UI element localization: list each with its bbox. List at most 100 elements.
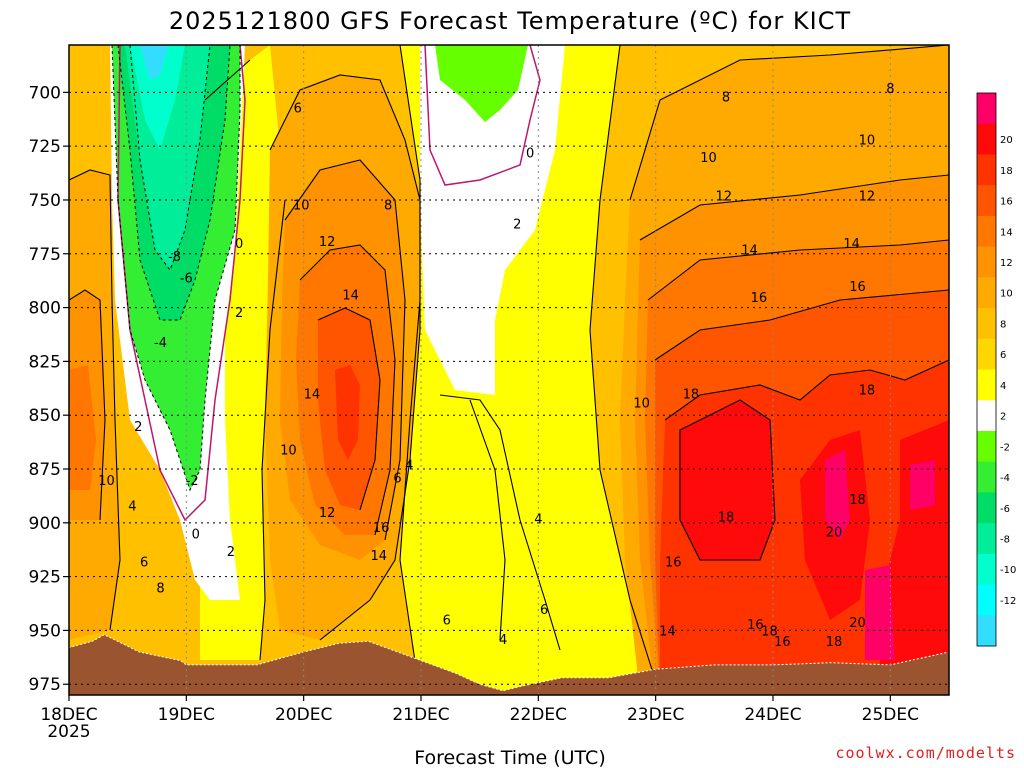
fill-near-zero-east [420,45,565,395]
contour-label: 14 [659,624,676,639]
y-tick-label: 750 [29,191,61,211]
contour-labels: -8-6-4022-202468106810121414101216146402… [98,82,894,650]
y-tick-label: 875 [29,460,61,480]
contour-label: 0 [192,528,200,543]
colorbar-swatch [977,584,996,616]
terrain-surface [69,634,949,695]
colorbar-frame [976,92,997,647]
fill-warm-east-22 [825,450,935,660]
pressure-gridlines [69,91,949,685]
colorbar-label: 12 [1000,258,1013,269]
contour-label: 18 [761,624,778,639]
colorbar-swatch [977,123,996,155]
contour-label: 12 [319,235,336,250]
colorbar-swatch [977,461,996,493]
x-tick-label: 23DEC [627,705,684,725]
colorbar-swatch [977,246,996,278]
colorbar-swatch [977,277,996,309]
fill-warm-20dec-18 [335,365,360,460]
contour-label: 18 [826,635,843,650]
x-tick-label: 21DEC [392,705,449,725]
colorbar-swatch [977,185,996,217]
contour-label: 4 [534,513,542,528]
contour-label: -6 [180,271,193,286]
contour-label: 16 [747,618,764,633]
chart-title: 2025121800 GFS Forecast Temperature (ºC)… [169,7,851,35]
fill-warm-18dec-14 [69,365,96,490]
x-tick-label: 24DEC [744,705,801,725]
contour-label: -2 [186,474,199,489]
colorbar-label: 2 [1000,412,1006,423]
x-axis-label: Forecast Time (UTC) [414,747,605,768]
contour-label: 0 [526,147,534,162]
colorbar-swatch [977,154,996,186]
contour-label: 2 [227,545,235,560]
contour-label: 16 [373,521,390,536]
contour-label: 8 [722,91,730,106]
contour-lines [69,45,949,695]
time-gridlines [185,45,891,695]
fill-cold-blue [140,45,168,80]
contour-label: 10 [280,444,297,459]
contour-label: 6 [294,101,302,116]
contour-label: 14 [304,388,321,403]
contour-label: 20 [826,525,843,540]
colorbar-label: 14 [1000,227,1013,238]
colorbar-swatch [977,308,996,340]
contour-label: 14 [843,237,860,252]
colorbar-swatch [977,553,996,586]
contour-label: 16 [774,635,791,650]
contour-label: 6 [443,614,451,629]
colorbar-label: 4 [1000,381,1006,392]
contour-label: 16 [665,556,682,571]
colorbar-swatch [977,400,996,432]
y-tick-label: 725 [29,137,61,157]
contour-label: 18 [859,383,876,398]
contour-label: 16 [849,280,866,295]
colorbar-swatch [977,93,996,125]
y-tick-label: 850 [29,406,61,426]
contour-label: 6 [393,472,401,487]
contour-label: -4 [154,336,167,351]
contour-label: 12 [859,190,876,205]
contour-label: 2 [235,306,243,321]
colorbar-label: -8 [1000,534,1010,545]
colorbar-label: 16 [1000,197,1013,208]
y-tick-label: 925 [29,568,61,588]
colorbar-label: -12 [1000,596,1016,607]
x-tick-label: 20DEC [275,705,332,725]
y-tick-label: 700 [29,83,61,103]
contour-label: 18 [718,510,735,525]
contour-label: 0 [235,237,243,252]
colorbar-label: 8 [1000,319,1006,330]
plot-area: -8-6-4022-202468106810121414101216146402… [69,45,949,695]
contour-label: 14 [741,243,758,258]
colorbar-swatch [977,523,996,555]
y-tick-label: 800 [29,299,61,319]
y-tick-label: 975 [29,675,61,695]
colorbar-label: 18 [1000,166,1013,177]
y-tick-label: 900 [29,514,61,534]
contour-label: 8 [384,198,392,213]
colorbar-swatch [977,215,996,248]
y-axis: 700 725 750 775 800 825 850 875 900 925 950 975 [29,83,69,695]
credit-link[interactable]: coolwx.com/modelts [835,744,1016,762]
x-tick-year: 2025 [47,722,90,742]
contour-label: 4 [128,500,136,515]
x-tick-label: 18DEC [40,705,97,725]
fill-cold-cyan [130,45,185,150]
y-tick-label: 825 [29,352,61,372]
contour-label: 10 [633,396,650,411]
contour-label: 4 [499,633,507,648]
colorbar-swatch [977,430,996,463]
colorbar-label: 6 [1000,350,1006,361]
colorbar-label: -2 [1000,442,1010,453]
contour-label: 14 [342,289,359,304]
x-tick-label: 22DEC [510,705,567,725]
y-tick-label: 775 [29,245,61,265]
colorbar-swatch [977,369,996,401]
contour-label: 2 [513,218,521,233]
contour-label: 8 [156,581,164,596]
contour-label: 12 [319,506,336,521]
